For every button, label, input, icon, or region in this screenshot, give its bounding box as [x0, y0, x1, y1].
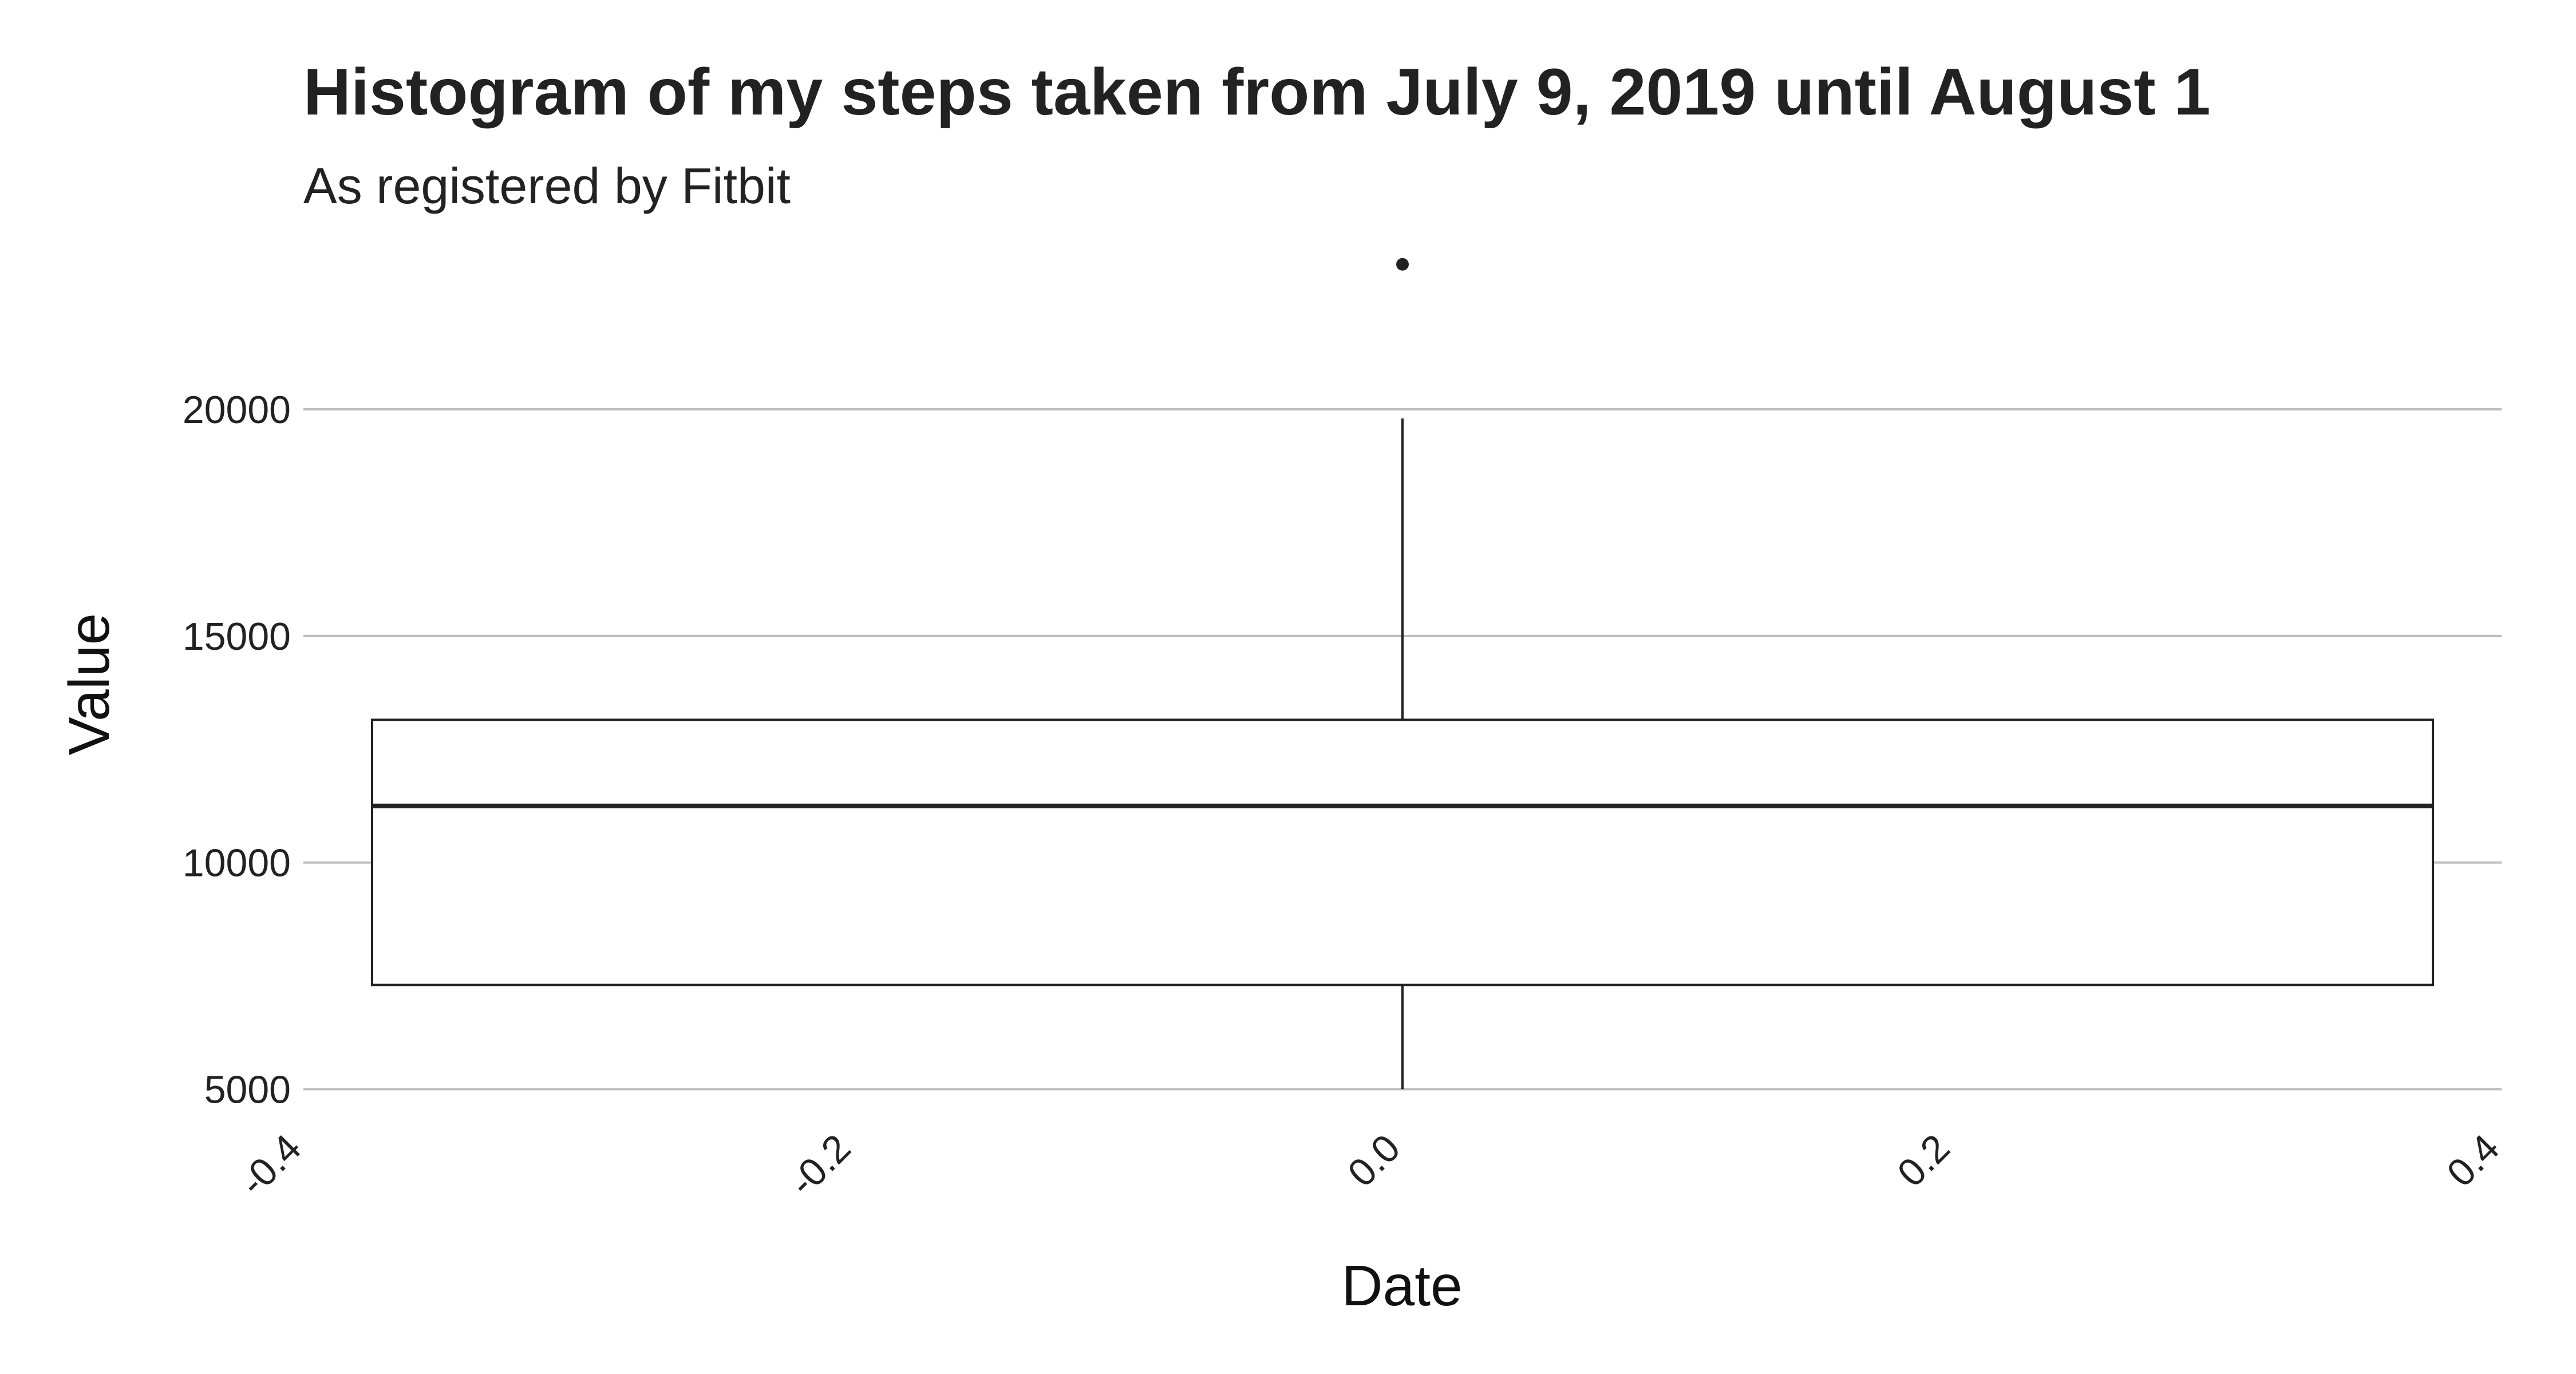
x-axis-title: Date [1341, 1254, 1462, 1318]
iqr-box [371, 718, 2434, 986]
x-tick-label: 0.2 [1889, 1126, 1958, 1195]
x-tick-label: -0.4 [231, 1126, 310, 1205]
y-tick-label: 20000 [183, 388, 291, 432]
y-tick-label: 10000 [183, 842, 291, 885]
chart-subtitle: As registered by Fitbit [303, 157, 791, 214]
box-series [371, 258, 2434, 1089]
y-tick-label: 5000 [204, 1068, 291, 1112]
x-tick-label: -0.2 [781, 1126, 859, 1205]
outlier-point [1396, 258, 1409, 271]
x-axis-ticks: -0.4 -0.2 0.0 0.2 0.4 [231, 1126, 2508, 1205]
x-tick-label: 0.0 [1340, 1126, 1409, 1195]
y-tick-label: 15000 [183, 615, 291, 658]
x-tick-label: 0.4 [2439, 1126, 2508, 1195]
y-axis-ticks: 5000 10000 15000 20000 [183, 388, 291, 1112]
chart-title: Histogram of my steps taken from July 9,… [303, 56, 2211, 129]
y-axis-title: Value [57, 613, 121, 755]
